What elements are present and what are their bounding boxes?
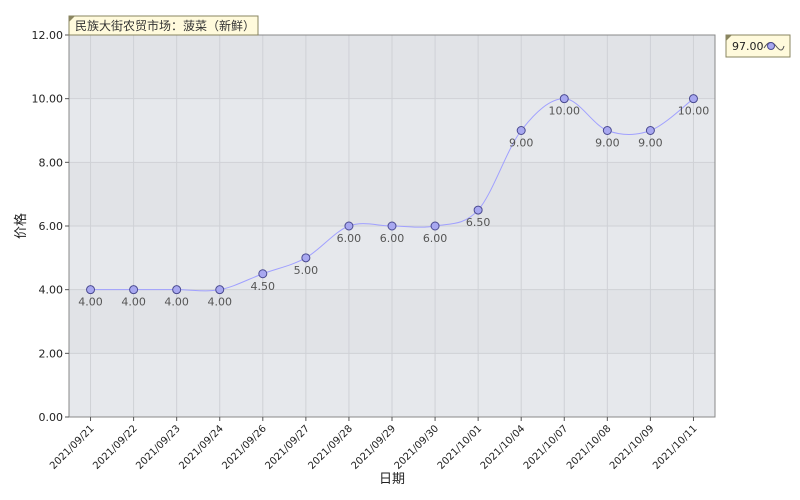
data-label: 4.50	[251, 280, 276, 293]
legend-label: 97.00	[732, 40, 764, 53]
y-tick-label: 4.00	[39, 284, 64, 297]
data-label: 6.00	[423, 232, 448, 245]
x-tick-label: 2021/09/26	[220, 423, 269, 472]
x-tick-label: 2021/09/30	[393, 423, 442, 472]
y-tick-label: 2.00	[39, 347, 64, 360]
data-label: 6.00	[380, 232, 405, 245]
data-point	[645, 126, 655, 135]
data-point	[387, 221, 397, 231]
x-tick-label: 2021/09/29	[350, 423, 399, 472]
data-label: 4.00	[121, 296, 146, 309]
y-axis: 0.00 2.00 4.00 6.00 8.00 10.00 12.00	[32, 29, 69, 424]
x-tick-label: 2021/09/21	[48, 423, 97, 472]
data-point	[344, 221, 354, 231]
data-point	[86, 285, 96, 295]
data-label: 4.00	[164, 296, 189, 309]
legend[interactable]: 97.00	[725, 34, 791, 58]
data-point	[215, 285, 225, 295]
x-tick-label: 2021/10/07	[522, 423, 571, 472]
data-label: 4.00	[78, 296, 103, 309]
data-label: 5.00	[294, 264, 319, 277]
data-points	[86, 94, 698, 295]
x-axis-title: 日期	[379, 472, 405, 487]
y-tick-label: 8.00	[39, 156, 64, 169]
data-point	[473, 205, 483, 215]
data-label: 6.00	[337, 232, 362, 245]
x-tick-label: 2021/09/22	[91, 423, 140, 472]
x-tick-label: 2021/09/23	[134, 423, 183, 472]
x-tick-label: 2021/10/04	[479, 423, 528, 472]
data-point	[688, 94, 698, 104]
x-tick-label: 2021/10/01	[436, 423, 485, 472]
chart-title: 民族大街农贸市场：菠菜（新鲜）	[75, 18, 255, 33]
x-tick-label: 2021/09/24	[177, 423, 226, 472]
x-tick-label: 2021/09/28	[307, 423, 356, 472]
data-label: 9.00	[595, 137, 620, 150]
data-point	[602, 126, 612, 135]
x-axis: 2021/09/212021/09/222021/09/232021/09/24…	[48, 417, 700, 472]
y-tick-label: 6.00	[39, 220, 64, 233]
y-tick-label: 0.00	[39, 411, 64, 424]
data-point	[430, 221, 440, 231]
y-axis-title: 价格	[13, 213, 29, 239]
data-label: 6.50	[466, 216, 491, 229]
x-tick-label: 2021/10/11	[651, 423, 700, 472]
y-tick-label: 10.00	[32, 93, 64, 106]
x-tick-label: 2021/09/27	[263, 423, 312, 472]
data-point	[258, 269, 268, 279]
data-point	[516, 126, 526, 135]
data-label: 9.00	[509, 137, 534, 150]
x-tick-label: 2021/10/09	[608, 423, 657, 472]
chart-title-box: 民族大街农贸市场：菠菜（新鲜）	[68, 15, 259, 36]
data-label: 4.00	[207, 296, 232, 309]
data-label: 10.00	[678, 105, 710, 118]
data-point	[559, 94, 569, 104]
data-point	[129, 285, 139, 295]
legend-marker-icon	[767, 42, 775, 50]
legend-line-icon	[763, 42, 785, 51]
x-tick-label: 2021/10/08	[565, 423, 614, 472]
y-tick-label: 12.00	[32, 29, 64, 42]
data-label: 10.00	[549, 105, 581, 118]
data-point	[301, 253, 311, 263]
data-label: 9.00	[638, 137, 663, 150]
data-labels: 4.00 4.00 4.00 4.00 4.50 5.00 6.00 6.00 6.00 6.50…	[78, 105, 709, 309]
data-point	[172, 285, 182, 295]
